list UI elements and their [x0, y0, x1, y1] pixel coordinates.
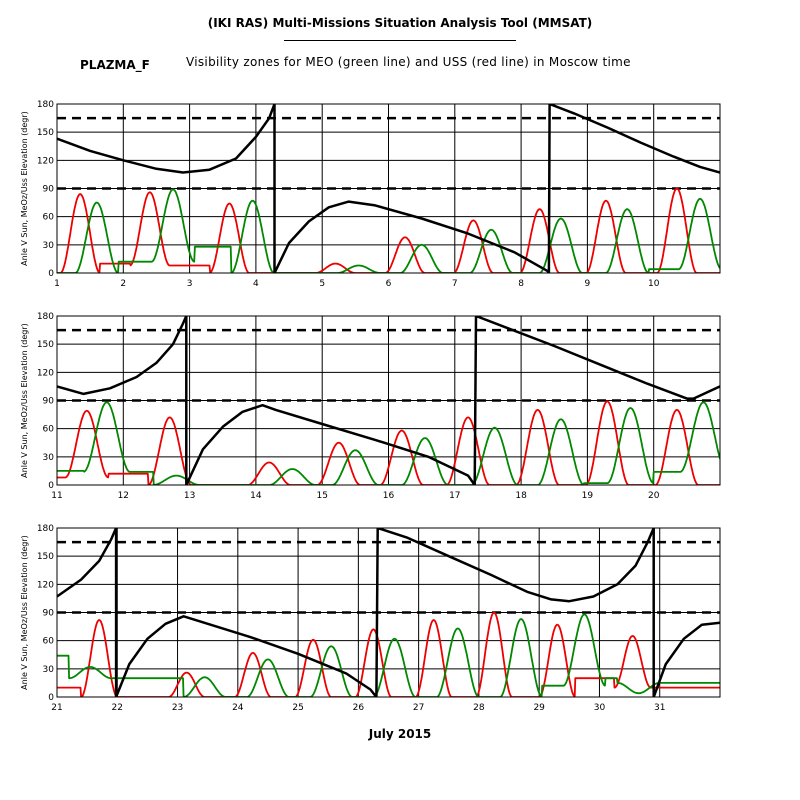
plot-frame — [56, 527, 721, 698]
x-tick-label: 23 — [172, 703, 183, 713]
x-tick-label: 24 — [232, 703, 244, 713]
y-tick-label: 60 — [43, 637, 55, 647]
x-tick-label: 14 — [250, 491, 262, 501]
y-axis-label: Anle V Sun, MeOz/Uss Elevation (degr) — [20, 111, 29, 266]
x-tick-label: 16 — [383, 491, 395, 501]
title-underline — [284, 40, 516, 41]
x-tick-label: 30 — [594, 703, 606, 713]
page-title: (IKI RAS) Multi-Missions Situation Analy… — [207, 16, 593, 30]
y-tick-label: 90 — [43, 609, 55, 619]
plot-frame — [56, 103, 721, 274]
y-tick-label: 0 — [48, 481, 54, 491]
sun-series-line — [57, 316, 720, 485]
x-tick-label: 11 — [51, 491, 62, 501]
y-tick-label: 180 — [37, 524, 54, 534]
x-tick-label: 27 — [413, 703, 424, 713]
mission-name: PLAZMA_F — [80, 58, 150, 72]
y-tick-label: 30 — [43, 453, 55, 463]
meo-series-line — [57, 188, 720, 273]
chart-subtitle: Visibility zones for MEO (green line) an… — [186, 55, 631, 69]
y-tick-label: 120 — [37, 156, 54, 166]
x-tick-label: 8 — [518, 279, 524, 289]
x-tick-label: 3 — [187, 279, 193, 289]
sun-series-line — [57, 104, 720, 273]
y-tick-label: 180 — [37, 100, 54, 110]
x-tick-label: 5 — [319, 279, 325, 289]
y-tick-label: 60 — [43, 425, 55, 435]
chart-panel-2: 0 30 60 90 120 150 180 11 12 13 14 15 16 17 18 19 20 Anle… — [20, 312, 721, 501]
x-tick-label: 13 — [184, 491, 195, 501]
x-tick-label: 6 — [386, 279, 392, 289]
y-tick-label: 90 — [43, 185, 55, 195]
meo-series-line — [57, 401, 720, 485]
uss-series-line — [57, 400, 720, 485]
x-tick-label: 19 — [582, 491, 594, 501]
y-tick-label: 120 — [37, 368, 54, 378]
uss-series-line — [57, 187, 720, 273]
x-tick-label: 25 — [292, 703, 303, 713]
x-tick-label: 4 — [253, 279, 259, 289]
y-tick-label: 30 — [43, 241, 55, 251]
y-tick-label: 0 — [48, 269, 54, 279]
x-tick-label: 20 — [648, 491, 660, 501]
y-tick-label: 150 — [37, 552, 54, 562]
y-tick-label: 60 — [43, 213, 55, 223]
y-tick-label: 120 — [37, 580, 54, 590]
y-axis-label: Anle V Sun, MeOz/Uss Elevation (degr) — [20, 323, 29, 478]
x-tick-label: 7 — [452, 279, 458, 289]
x-axis-month-label: July 2015 — [368, 727, 432, 741]
x-tick-label: 9 — [585, 279, 591, 289]
y-tick-label: 90 — [43, 397, 55, 407]
chart-panel-3: 0 30 60 90 120 150 180 21 22 23 24 25 26 27 28 29 30 31 An… — [20, 524, 721, 713]
y-tick-label: 0 — [48, 693, 54, 703]
x-tick-label: 12 — [118, 491, 129, 501]
meo-series-line — [57, 613, 720, 697]
y-tick-label: 30 — [43, 665, 55, 675]
x-tick-label: 15 — [316, 491, 327, 501]
plot-frame — [56, 315, 721, 486]
x-tick-label: 10 — [648, 279, 660, 289]
x-tick-label: 17 — [449, 491, 460, 501]
x-tick-label: 1 — [54, 279, 60, 289]
sun-series-line — [57, 528, 720, 697]
x-tick-label: 18 — [515, 491, 527, 501]
x-tick-label: 22 — [112, 703, 123, 713]
y-tick-label: 150 — [37, 340, 54, 350]
x-tick-label: 21 — [51, 703, 62, 713]
x-tick-label: 29 — [533, 703, 545, 713]
x-tick-label: 28 — [473, 703, 485, 713]
y-tick-label: 180 — [37, 312, 54, 322]
x-tick-label: 2 — [120, 279, 126, 289]
x-tick-label: 31 — [654, 703, 665, 713]
chart-panel-1: 0 30 60 90 120 150 180 1 2 3 4 5 6 7 8 9 10 Anle V Sun, M… — [20, 100, 721, 289]
y-axis-label: Anle V Sun, MeOz/Uss Elevation (degr) — [20, 535, 29, 690]
x-tick-label: 26 — [353, 703, 365, 713]
y-tick-label: 150 — [37, 128, 54, 138]
